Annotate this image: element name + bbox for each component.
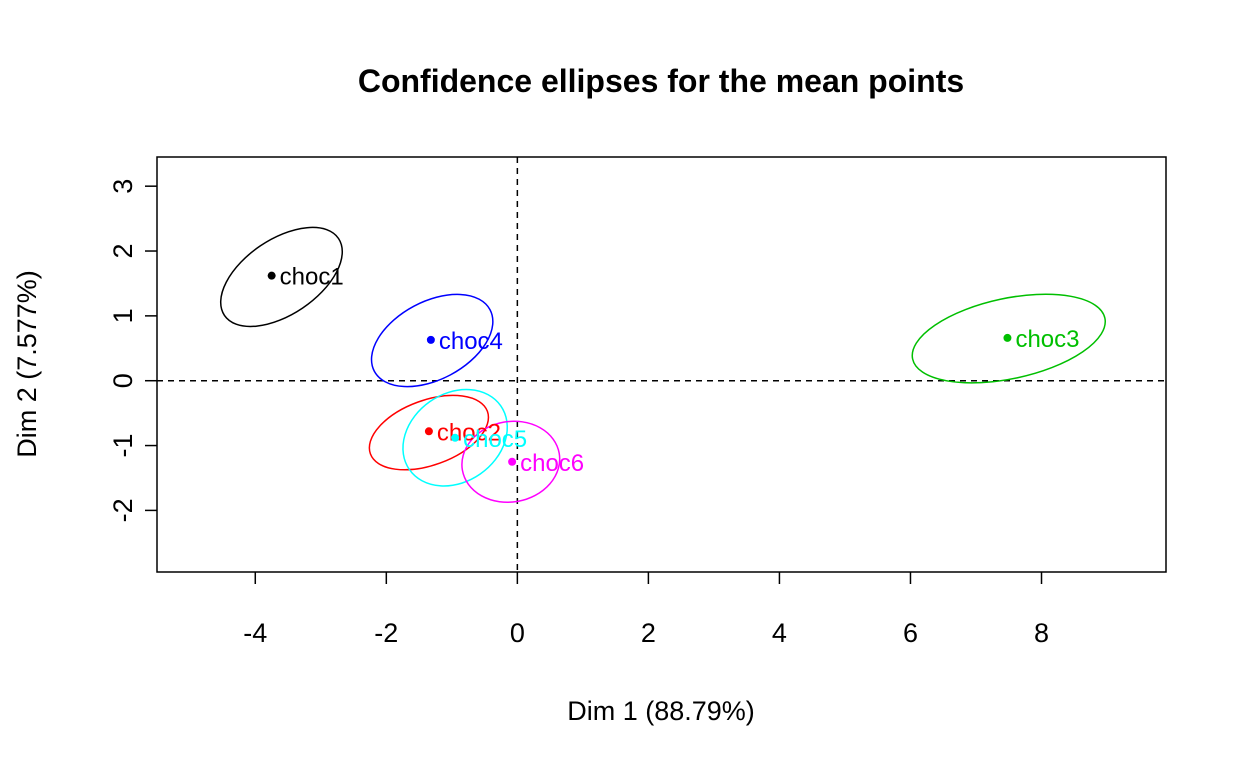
confidence-ellipse-choc3 bbox=[911, 293, 1106, 384]
chart-title: Confidence ellipses for the mean points bbox=[358, 63, 964, 99]
x-tick-label: 2 bbox=[641, 618, 656, 648]
x-tick-label: 8 bbox=[1034, 618, 1049, 648]
mean-point-choc1 bbox=[267, 271, 276, 280]
point-label-choc3: choc3 bbox=[1015, 326, 1079, 353]
confidence-ellipse-choc5 bbox=[402, 388, 509, 487]
plot-area-frame bbox=[156, 156, 1167, 573]
x-tick-label: 0 bbox=[510, 618, 525, 648]
y-tick-label: -2 bbox=[108, 498, 138, 522]
x-tick-label: -4 bbox=[243, 618, 267, 648]
x-axis-label: Dim 1 (88.79%) bbox=[567, 696, 755, 726]
point-label-choc4: choc4 bbox=[439, 328, 503, 355]
x-tick-label: -2 bbox=[374, 618, 398, 648]
point-label-choc1: choc1 bbox=[280, 264, 344, 291]
mean-point-choc6 bbox=[508, 457, 517, 466]
y-tick-label: -1 bbox=[108, 434, 138, 458]
mean-point-choc4 bbox=[426, 335, 435, 344]
confidence-ellipse-choc6 bbox=[461, 420, 561, 504]
point-label-choc5: choc5 bbox=[463, 426, 527, 453]
y-axis-label: Dim 2 (7.577%) bbox=[12, 270, 42, 458]
mean-point-choc3 bbox=[1003, 333, 1012, 342]
y-tick-label: 1 bbox=[108, 308, 138, 323]
mean-point-choc5 bbox=[451, 433, 460, 442]
confidence-ellipse-choc1 bbox=[219, 226, 344, 328]
reference-lines bbox=[157, 157, 1166, 572]
confidence-ellipse-choc2 bbox=[368, 394, 490, 471]
point-label-choc6: choc6 bbox=[520, 450, 584, 477]
y-tick-label: 3 bbox=[108, 179, 138, 194]
mean-point-choc2 bbox=[424, 427, 433, 436]
confidence-ellipse-choc4 bbox=[370, 293, 494, 388]
point-label-choc2: choc2 bbox=[437, 419, 501, 446]
ellipse-layer bbox=[219, 226, 1106, 504]
axes-layer: -4 -2 0 2 4 6 8 -2 -1 0 1 2 3 bbox=[108, 179, 1049, 648]
x-tick-label: 4 bbox=[772, 618, 787, 648]
x-tick-label: 6 bbox=[903, 618, 918, 648]
y-tick-label: 2 bbox=[108, 244, 138, 259]
y-tick-label: 0 bbox=[108, 373, 138, 388]
